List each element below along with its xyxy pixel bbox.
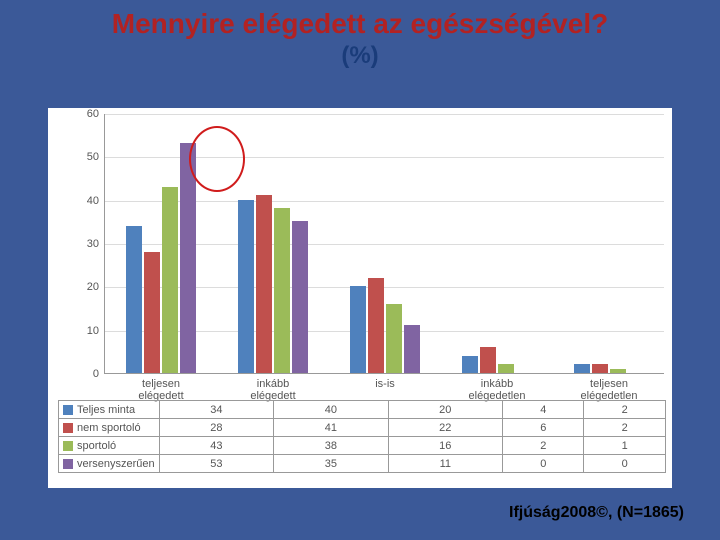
grid-line xyxy=(105,114,664,115)
table-row: nem sportoló 28412262 xyxy=(59,419,666,437)
legend-cell: sportoló xyxy=(59,437,160,455)
legend-label: Teljes minta xyxy=(77,404,135,416)
legend-label: versenyszerűen xyxy=(77,458,155,470)
x-tick-label: teljesenelégedett xyxy=(105,378,217,402)
x-tick-label: is-is xyxy=(329,378,441,390)
legend-cell: nem sportoló xyxy=(59,419,160,437)
bar xyxy=(126,226,142,373)
legend-label: nem sportoló xyxy=(77,422,141,434)
data-table: Teljes minta34402042nem sportoló28412262… xyxy=(58,400,666,473)
bar xyxy=(350,286,366,373)
table-cell: 4 xyxy=(503,401,584,419)
bar xyxy=(144,252,160,373)
legend-cell: Teljes minta xyxy=(59,401,160,419)
table-cell: 43 xyxy=(159,437,273,455)
legend-label: sportoló xyxy=(77,440,116,452)
x-tick-label: teljesenelégedetlen xyxy=(553,378,665,402)
bar xyxy=(292,221,308,373)
x-tick-label: inkábbelégedetlen xyxy=(441,378,553,402)
table-cell: 11 xyxy=(388,455,502,473)
table-cell: 41 xyxy=(274,419,388,437)
bar xyxy=(386,304,402,373)
table-cell: 2 xyxy=(584,401,666,419)
bar xyxy=(574,364,590,373)
highlight-circle xyxy=(189,126,245,192)
bar xyxy=(180,143,196,373)
bar xyxy=(480,347,496,373)
y-tick-label: 0 xyxy=(77,368,99,380)
bar xyxy=(368,278,384,373)
bar xyxy=(404,325,420,373)
y-tick-label: 10 xyxy=(77,325,99,337)
table-row: Teljes minta 34402042 xyxy=(59,401,666,419)
y-tick-label: 50 xyxy=(77,151,99,163)
table-row: sportoló 43381621 xyxy=(59,437,666,455)
y-tick-label: 60 xyxy=(77,108,99,120)
table-cell: 20 xyxy=(388,401,502,419)
bar xyxy=(462,356,478,373)
bar xyxy=(238,200,254,373)
bar xyxy=(498,364,514,373)
slide-title: Mennyire elégedett az egészségével? xyxy=(0,8,720,40)
slide-subtitle: (%) xyxy=(0,42,720,70)
table-cell: 2 xyxy=(503,437,584,455)
table-cell: 2 xyxy=(584,419,666,437)
slide: Mennyire elégedett az egészségével? (%) … xyxy=(0,0,720,540)
table-cell: 0 xyxy=(503,455,584,473)
y-tick-label: 30 xyxy=(77,238,99,250)
bar xyxy=(592,364,608,373)
legend-color-box xyxy=(63,459,73,469)
table-cell: 40 xyxy=(274,401,388,419)
legend-cell: versenyszerűen xyxy=(59,455,160,473)
legend-color-box xyxy=(63,423,73,433)
table-cell: 22 xyxy=(388,419,502,437)
table-cell: 35 xyxy=(274,455,388,473)
bar xyxy=(610,369,626,373)
table-cell: 0 xyxy=(584,455,666,473)
table-cell: 16 xyxy=(388,437,502,455)
footer-text: Ifjúság2008©, (N=1865) xyxy=(509,504,684,522)
x-tick-label: inkábbelégedett xyxy=(217,378,329,402)
table-row: versenyszerűen53351100 xyxy=(59,455,666,473)
table-cell: 53 xyxy=(159,455,273,473)
y-tick-label: 20 xyxy=(77,281,99,293)
table-cell: 1 xyxy=(584,437,666,455)
plot-area: 0102030405060teljesenelégedettinkábbelég… xyxy=(104,114,664,374)
table-cell: 6 xyxy=(503,419,584,437)
chart-area: 0102030405060teljesenelégedettinkábbelég… xyxy=(48,108,672,488)
y-tick-label: 40 xyxy=(77,195,99,207)
title-box: Mennyire elégedett az egészségével? (%) xyxy=(0,8,720,70)
bar xyxy=(256,195,272,373)
table-cell: 38 xyxy=(274,437,388,455)
bar xyxy=(162,187,178,373)
legend-color-box xyxy=(63,441,73,451)
bar xyxy=(274,208,290,373)
table-cell: 34 xyxy=(159,401,273,419)
legend-color-box xyxy=(63,405,73,415)
table-cell: 28 xyxy=(159,419,273,437)
